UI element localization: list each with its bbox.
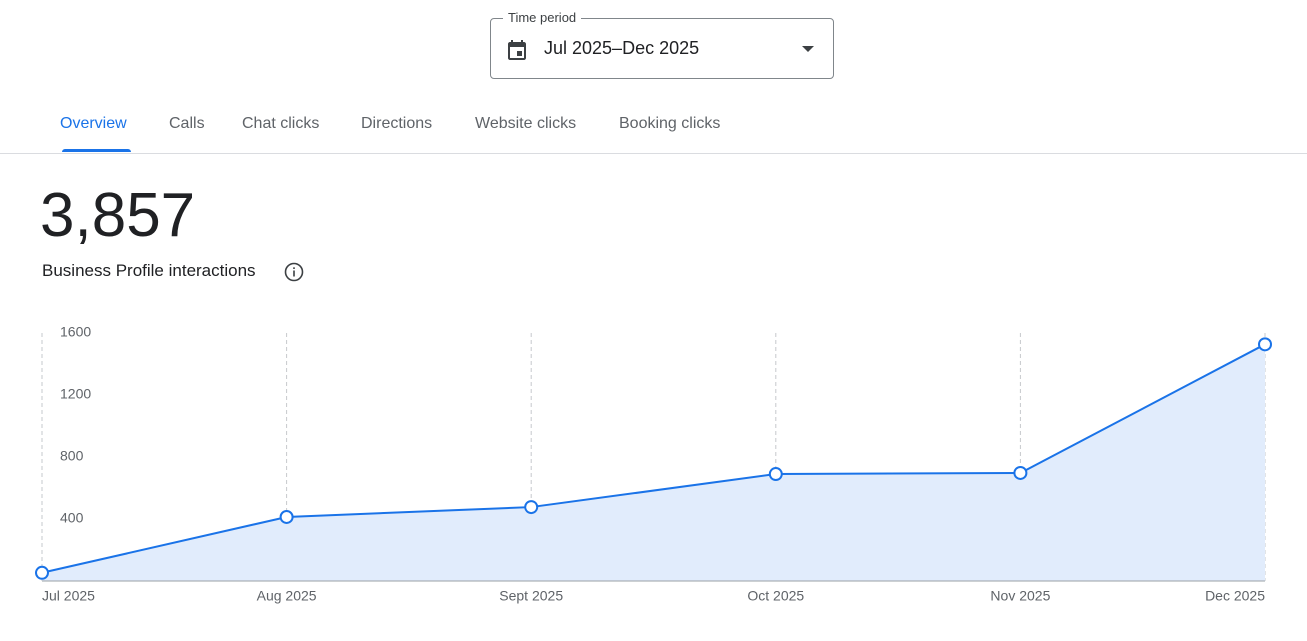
area-fill	[42, 344, 1265, 581]
point	[1258, 337, 1272, 352]
y-tick-label: 1200	[60, 386, 91, 402]
tab[interactable]: Overview	[60, 115, 127, 132]
time-period-dropdown[interactable]: Time period Jul 2025–Dec 2025	[490, 10, 834, 79]
line	[41, 343, 1266, 574]
x-tick-label: Sept 2025	[499, 588, 563, 604]
x-tick-label: Nov 2025	[990, 588, 1050, 604]
point	[35, 565, 49, 580]
tab[interactable]: Booking clicks	[619, 115, 721, 132]
active-tab-indicator	[62, 149, 131, 152]
calendar-icon	[508, 40, 526, 60]
total-value: 3,857	[40, 181, 196, 250]
total-label-text: Business Profile interactions	[42, 261, 256, 280]
x-tick-label: Dec 2025	[1205, 588, 1265, 604]
point	[524, 500, 539, 515]
tab[interactable]: Calls	[169, 115, 205, 132]
dropdown-arrow	[802, 46, 814, 52]
x-tick-label: Aug 2025	[257, 588, 317, 604]
x-tick-label: Jul 2025	[42, 588, 95, 604]
info-icon[interactable]	[283, 261, 305, 283]
point	[1013, 465, 1028, 480]
dropdown-label: Time period	[503, 10, 582, 25]
y-tick-label: 1600	[60, 324, 91, 340]
point	[768, 467, 783, 482]
tab[interactable]: Directions	[361, 115, 433, 132]
tab[interactable]: Website clicks	[475, 115, 577, 132]
y-tick-label: 800	[60, 448, 84, 464]
tab[interactable]: Chat clicks	[242, 115, 320, 132]
dropdown-value: Jul 2025–Dec 2025	[544, 38, 700, 58]
point	[279, 509, 294, 524]
total-label: Business Profile interactions	[42, 261, 304, 282]
y-tick-label: 400	[60, 510, 84, 526]
tab-bar: Overview Calls Chat clicks Directions Websit…	[0, 100, 1307, 154]
x-tick-label: Oct 2025	[747, 588, 804, 604]
